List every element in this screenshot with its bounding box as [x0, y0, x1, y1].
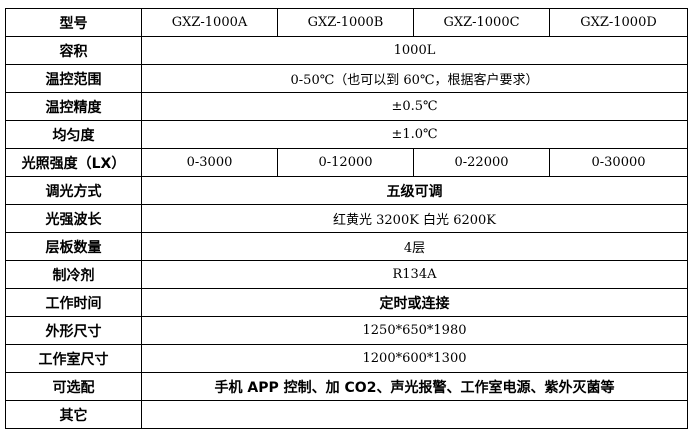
row-options: 可选配 手机 APP 控制、加 CO2、声光报警、工作室电源、紫外灭菌等: [5, 372, 688, 401]
row-chamber-size: 工作室尺寸 1200*600*1300: [5, 344, 688, 373]
row-value: 五级可调: [141, 176, 688, 205]
row-outer-size: 外形尺寸 1250*650*1980: [5, 316, 688, 345]
row-label: 均匀度: [5, 120, 142, 149]
row-value: R134A: [141, 260, 688, 289]
row-label: 光照强度（LX）: [5, 148, 142, 177]
header-row: 型号 GXZ-1000A GXZ-1000B GXZ-1000C GXZ-100…: [5, 8, 688, 37]
row-other: 其它: [5, 400, 688, 429]
row-label: 调光方式: [5, 176, 142, 205]
row-value: ±0.5℃: [141, 92, 688, 121]
row-value: ±1.0℃: [141, 120, 688, 149]
row-shelves: 层板数量 4层: [5, 232, 688, 261]
row-label: 其它: [5, 400, 142, 429]
row-value: 手机 APP 控制、加 CO2、声光报警、工作室电源、紫外灭菌等: [141, 372, 688, 401]
illuminance-d: 0-30000: [549, 148, 688, 177]
row-value: 定时或连接: [141, 288, 688, 317]
row-temp-accuracy: 温控精度 ±0.5℃: [5, 92, 688, 121]
row-label: 光强波长: [5, 204, 142, 233]
row-value: [141, 400, 688, 429]
row-label: 外形尺寸: [5, 316, 142, 345]
row-value: 1250*650*1980: [141, 316, 688, 345]
row-wavelength: 光强波长 红黄光 3200K 白光 6200K: [5, 204, 688, 233]
illuminance-c: 0-22000: [413, 148, 550, 177]
row-label: 工作室尺寸: [5, 344, 142, 373]
row-label: 温控精度: [5, 92, 142, 121]
row-label: 可选配: [5, 372, 142, 401]
row-illuminance: 光照强度（LX） 0-3000 0-12000 0-22000 0-30000: [5, 148, 688, 177]
row-volume: 容积 1000L: [5, 36, 688, 65]
model-b: GXZ-1000B: [277, 8, 414, 37]
row-label: 制冷剂: [5, 260, 142, 289]
model-d: GXZ-1000D: [549, 8, 688, 37]
header-label: 型号: [5, 8, 142, 37]
row-temp-range: 温控范围 0-50℃（也可以到 60℃，根据客户要求）: [5, 64, 688, 93]
row-label: 容积: [5, 36, 142, 65]
illuminance-a: 0-3000: [141, 148, 278, 177]
row-value: 0-50℃（也可以到 60℃，根据客户要求）: [141, 64, 688, 93]
row-working-time: 工作时间 定时或连接: [5, 288, 688, 317]
row-value: 4层: [141, 232, 688, 261]
model-c: GXZ-1000C: [413, 8, 550, 37]
row-value: 1000L: [141, 36, 688, 65]
row-refrigerant: 制冷剂 R134A: [5, 260, 688, 289]
row-label: 工作时间: [5, 288, 142, 317]
spec-table: 型号 GXZ-1000A GXZ-1000B GXZ-1000C GXZ-100…: [5, 8, 688, 429]
row-value: 红黄光 3200K 白光 6200K: [141, 204, 688, 233]
row-value: 1200*600*1300: [141, 344, 688, 373]
row-label: 温控范围: [5, 64, 142, 93]
row-dimming: 调光方式 五级可调: [5, 176, 688, 205]
illuminance-b: 0-12000: [277, 148, 414, 177]
row-uniformity: 均匀度 ±1.0℃: [5, 120, 688, 149]
row-label: 层板数量: [5, 232, 142, 261]
model-a: GXZ-1000A: [141, 8, 278, 37]
